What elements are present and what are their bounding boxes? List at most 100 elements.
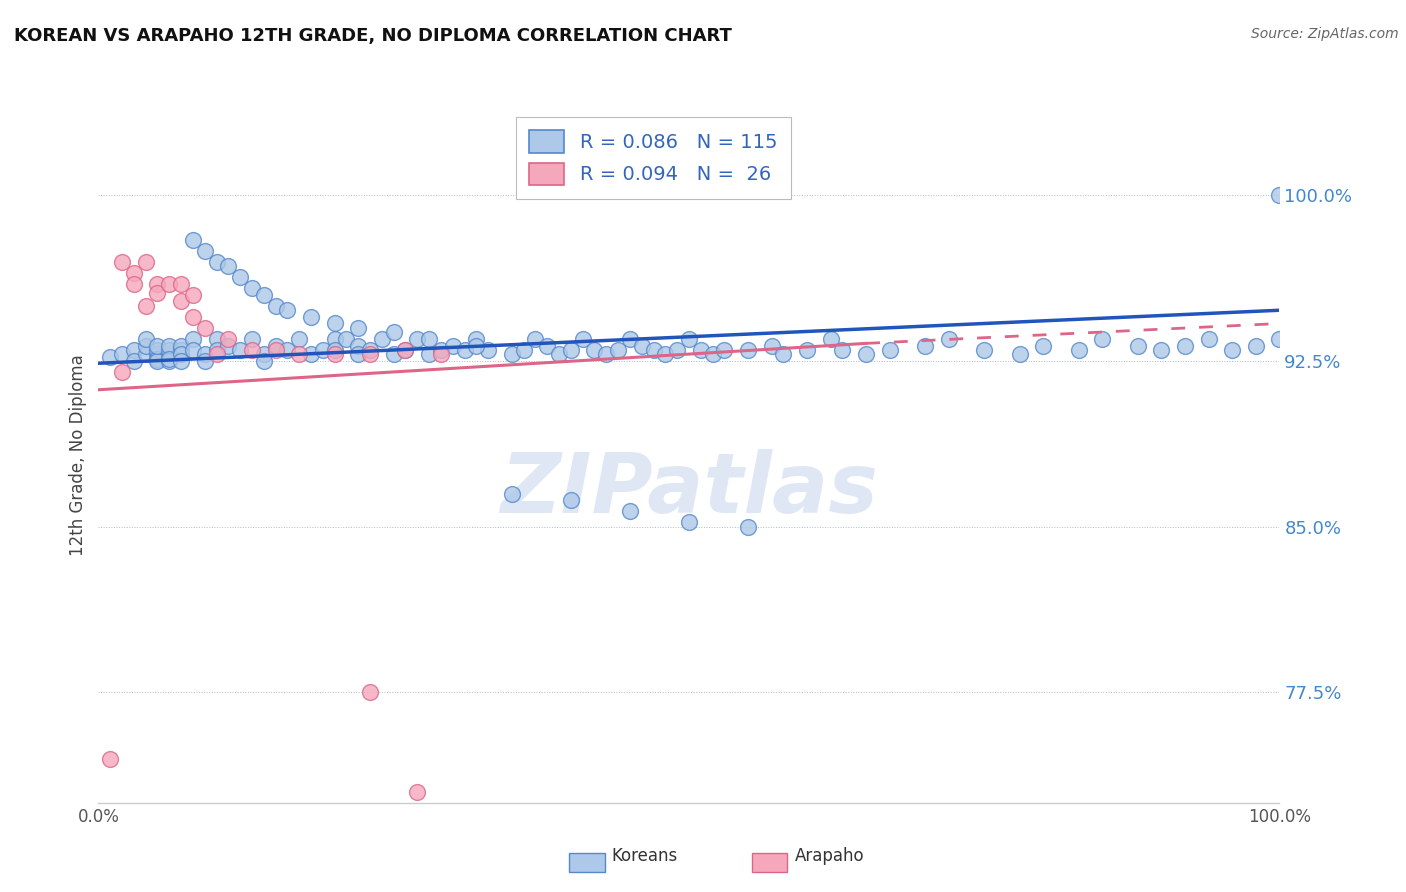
Y-axis label: 12th Grade, No Diploma: 12th Grade, No Diploma (69, 354, 87, 556)
Point (135, 254, 157, 268)
Point (524, 332, 547, 346)
Point (571, 332, 593, 346)
Point (146, 351, 169, 366)
Point (359, 347, 381, 361)
Point (477, 343, 499, 357)
Point (205, 332, 228, 346)
Point (820, 332, 842, 346)
Point (157, 354, 180, 368)
Point (146, 354, 169, 368)
Point (181, 343, 204, 357)
Point (157, 277, 180, 291)
Point (264, 338, 287, 352)
Point (323, 343, 346, 357)
Point (240, 281, 263, 295)
Point (217, 338, 239, 352)
Point (536, 338, 558, 352)
Point (1067, 343, 1090, 357)
Point (135, 338, 157, 352)
Point (1150, 343, 1173, 357)
Point (465, 338, 488, 352)
Point (1174, 338, 1197, 352)
Point (323, 332, 346, 346)
Point (253, 287, 276, 301)
Point (170, 294, 193, 309)
Point (359, 343, 381, 357)
Point (855, 347, 877, 361)
Point (170, 338, 193, 352)
Point (122, 354, 145, 368)
Point (678, 516, 700, 530)
Point (170, 343, 193, 357)
Point (430, 343, 453, 357)
Point (194, 321, 217, 335)
Point (666, 343, 689, 357)
Point (157, 351, 180, 366)
Point (98, 751, 121, 765)
Point (276, 343, 298, 357)
Point (122, 343, 145, 357)
Point (737, 343, 759, 357)
Point (157, 347, 180, 361)
Text: ZIPatlas: ZIPatlas (501, 450, 877, 530)
Point (146, 343, 169, 357)
Point (194, 354, 217, 368)
Point (761, 338, 783, 352)
Point (1268, 332, 1291, 346)
Point (288, 332, 311, 346)
Point (441, 338, 464, 352)
Point (299, 347, 322, 361)
Point (122, 266, 145, 280)
Point (501, 347, 523, 361)
Point (394, 343, 416, 357)
Point (276, 303, 298, 318)
Point (205, 347, 228, 361)
Point (111, 365, 134, 379)
Point (135, 299, 157, 313)
Point (914, 338, 936, 352)
Point (170, 347, 193, 361)
Text: Source: ZipAtlas.com: Source: ZipAtlas.com (1251, 27, 1399, 41)
Point (406, 785, 429, 799)
Point (465, 332, 488, 346)
Point (299, 310, 322, 324)
Point (1008, 347, 1031, 361)
Point (654, 347, 676, 361)
Point (347, 338, 370, 352)
Point (501, 486, 523, 500)
Point (229, 270, 252, 285)
Point (619, 332, 641, 346)
Point (548, 347, 571, 361)
Point (122, 277, 145, 291)
Point (831, 343, 853, 357)
Point (430, 347, 453, 361)
Point (394, 343, 416, 357)
Point (406, 332, 429, 346)
Point (157, 338, 180, 352)
Point (382, 326, 405, 340)
Point (194, 347, 217, 361)
Point (560, 493, 582, 508)
Point (1220, 343, 1243, 357)
Point (1198, 332, 1220, 346)
Point (678, 332, 700, 346)
Point (205, 254, 228, 268)
Point (181, 233, 204, 247)
Point (973, 343, 995, 357)
Point (702, 347, 724, 361)
Text: Koreans: Koreans (612, 847, 678, 865)
Point (264, 299, 287, 313)
Point (371, 332, 394, 346)
Point (418, 347, 440, 361)
Point (607, 343, 630, 357)
Point (111, 347, 134, 361)
Point (323, 317, 346, 331)
Point (359, 685, 381, 699)
Text: KOREAN VS ARAPAHO 12TH GRADE, NO DIPLOMA CORRELATION CHART: KOREAN VS ARAPAHO 12TH GRADE, NO DIPLOMA… (14, 27, 733, 45)
Point (382, 347, 405, 361)
Point (111, 254, 134, 268)
Point (1268, 188, 1291, 202)
Point (146, 277, 169, 291)
Point (737, 519, 759, 533)
Point (796, 343, 818, 357)
